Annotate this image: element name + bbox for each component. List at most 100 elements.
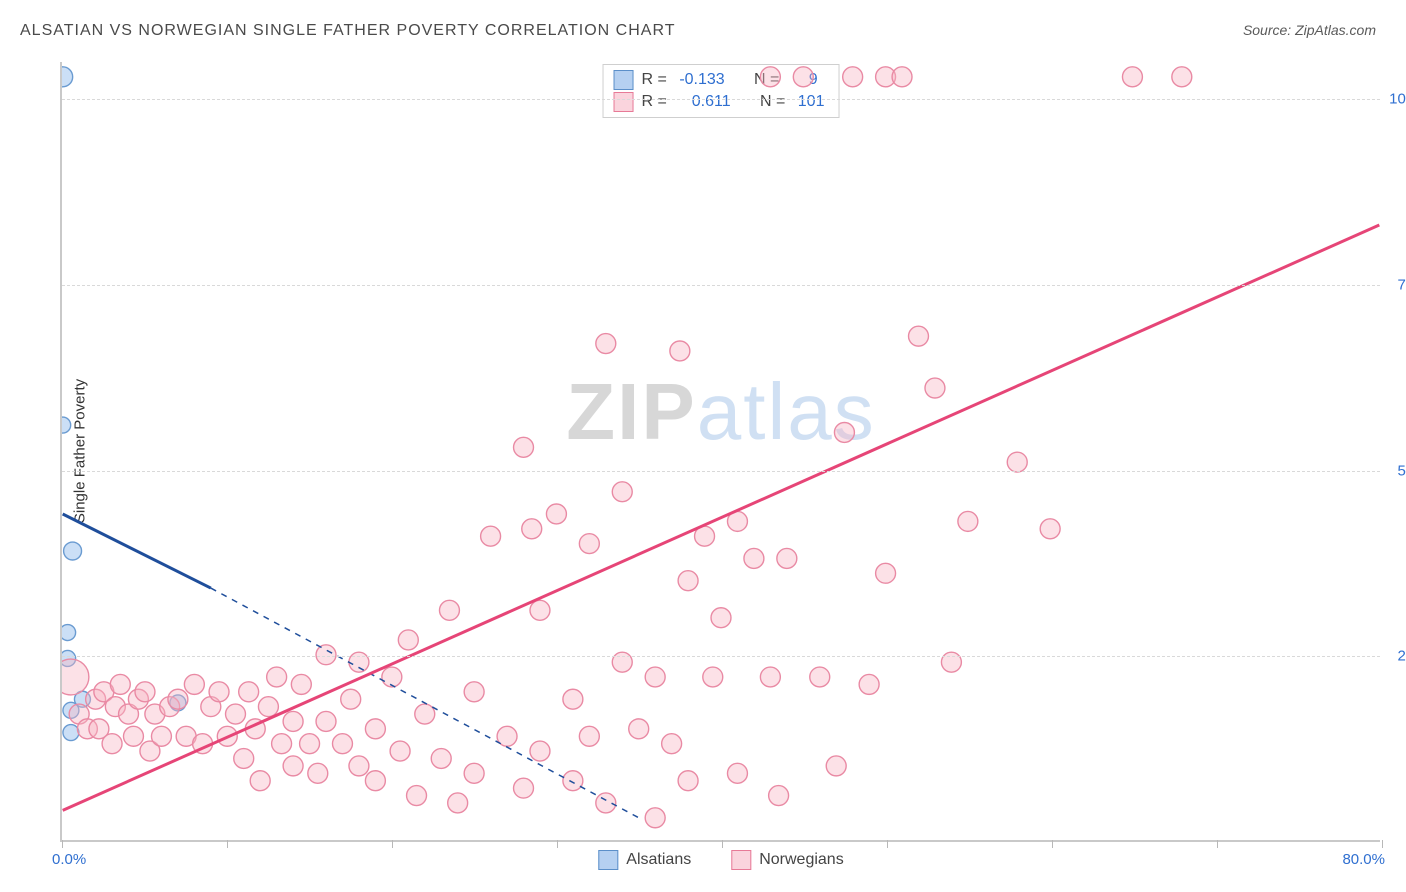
data-point bbox=[62, 650, 76, 666]
data-point bbox=[226, 704, 246, 724]
data-point bbox=[431, 749, 451, 769]
data-point bbox=[382, 667, 402, 687]
data-point bbox=[245, 719, 265, 739]
data-point bbox=[128, 689, 148, 709]
x-tick bbox=[1217, 840, 1218, 848]
data-point bbox=[892, 67, 912, 87]
data-point bbox=[62, 417, 71, 433]
data-point bbox=[110, 674, 130, 694]
data-point bbox=[234, 749, 254, 769]
data-point bbox=[63, 725, 79, 741]
data-point bbox=[94, 682, 114, 702]
x-tick bbox=[1052, 840, 1053, 848]
gridline-h bbox=[62, 471, 1380, 472]
data-point bbox=[439, 600, 459, 620]
data-point bbox=[415, 704, 435, 724]
x-tick-label-min: 0.0% bbox=[52, 851, 86, 868]
data-point bbox=[563, 771, 583, 791]
r-value: -0.133 bbox=[679, 69, 724, 91]
data-point bbox=[678, 571, 698, 591]
n-value: 101 bbox=[798, 91, 825, 113]
swatch-pink-icon bbox=[731, 850, 751, 870]
data-point bbox=[217, 726, 237, 746]
x-tick bbox=[1382, 840, 1383, 848]
data-point bbox=[332, 734, 352, 754]
data-point bbox=[119, 704, 139, 724]
data-point bbox=[629, 719, 649, 739]
data-point bbox=[193, 734, 213, 754]
data-point bbox=[769, 786, 789, 806]
data-point bbox=[168, 689, 188, 709]
gridline-h bbox=[62, 99, 1380, 100]
data-point bbox=[941, 652, 961, 672]
data-point bbox=[514, 778, 534, 798]
data-point bbox=[365, 719, 385, 739]
data-point bbox=[1172, 67, 1192, 87]
data-point bbox=[497, 726, 517, 746]
data-point bbox=[62, 625, 76, 641]
gridline-h bbox=[62, 656, 1380, 657]
data-point bbox=[349, 756, 369, 776]
data-point bbox=[909, 326, 929, 346]
x-tick bbox=[392, 840, 393, 848]
data-point bbox=[464, 763, 484, 783]
data-point bbox=[62, 659, 89, 695]
data-point bbox=[176, 726, 196, 746]
data-point bbox=[390, 741, 410, 761]
data-point bbox=[209, 682, 229, 702]
data-point bbox=[308, 763, 328, 783]
data-point bbox=[201, 697, 221, 717]
data-point bbox=[239, 682, 259, 702]
y-tick-label: 75.0% bbox=[1397, 276, 1406, 293]
data-point bbox=[843, 67, 863, 87]
data-point bbox=[160, 697, 180, 717]
data-point bbox=[727, 511, 747, 531]
data-point bbox=[63, 702, 79, 718]
data-point bbox=[760, 667, 780, 687]
data-point bbox=[596, 334, 616, 354]
data-point bbox=[834, 423, 854, 443]
data-point bbox=[744, 548, 764, 568]
data-point bbox=[579, 726, 599, 746]
x-tick bbox=[722, 840, 723, 848]
x-tick bbox=[887, 840, 888, 848]
data-point bbox=[579, 534, 599, 554]
y-axis-label: Single Father Poverty bbox=[72, 379, 89, 523]
data-point bbox=[86, 689, 106, 709]
data-point bbox=[102, 734, 122, 754]
watermark-atlas: atlas bbox=[697, 367, 876, 456]
data-point bbox=[464, 682, 484, 702]
legend-row-norwegians: R = 0.611 N = 101 bbox=[614, 91, 825, 113]
data-point bbox=[678, 771, 698, 791]
correlation-legend: R = -0.133 N = 9 R = 0.611 N = 101 bbox=[603, 64, 840, 118]
data-point bbox=[563, 689, 583, 709]
plot-svg bbox=[62, 62, 1380, 840]
data-point bbox=[859, 674, 879, 694]
data-point bbox=[300, 734, 320, 754]
data-point bbox=[123, 726, 143, 746]
data-point bbox=[77, 719, 97, 739]
data-point bbox=[316, 711, 336, 731]
data-point bbox=[140, 741, 160, 761]
data-point bbox=[316, 645, 336, 665]
data-point bbox=[74, 691, 90, 707]
trend-line bbox=[63, 514, 211, 588]
data-point bbox=[670, 341, 690, 361]
data-point bbox=[645, 808, 665, 828]
data-point bbox=[703, 667, 723, 687]
data-point bbox=[876, 67, 896, 87]
data-point bbox=[89, 719, 109, 739]
watermark-zip: ZIP bbox=[566, 367, 696, 456]
data-point bbox=[826, 756, 846, 776]
data-point bbox=[727, 763, 747, 783]
y-tick-label: 25.0% bbox=[1397, 648, 1406, 665]
legend-row-alsatians: R = -0.133 N = 9 bbox=[614, 69, 825, 91]
data-point bbox=[341, 689, 361, 709]
data-point bbox=[184, 674, 204, 694]
r-value: 0.611 bbox=[692, 91, 731, 113]
source-name: ZipAtlas.com bbox=[1295, 22, 1376, 38]
data-point bbox=[151, 726, 171, 746]
swatch-pink-icon bbox=[614, 92, 634, 112]
r-label: R = bbox=[642, 69, 672, 91]
data-point bbox=[530, 600, 550, 620]
